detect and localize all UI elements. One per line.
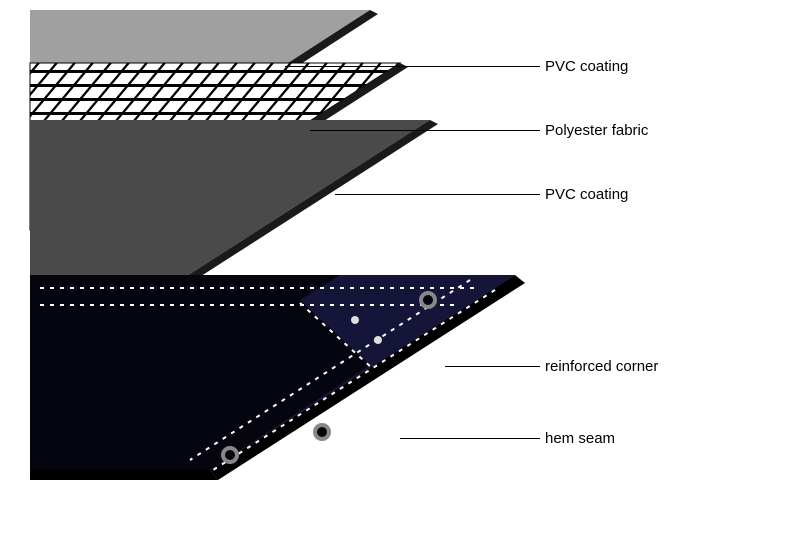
label-hem-seam: hem seam bbox=[545, 430, 615, 447]
label-polyester: Polyester fabric bbox=[545, 122, 648, 139]
leader-line bbox=[335, 194, 540, 195]
grommet-icon bbox=[419, 291, 437, 309]
label-pvc-top: PVC coating bbox=[545, 58, 628, 75]
leader-line bbox=[285, 66, 540, 67]
grommet-icon bbox=[313, 423, 331, 441]
layer-pvc-bottom bbox=[30, 120, 438, 296]
leader-line bbox=[445, 366, 540, 367]
leader-line bbox=[400, 438, 540, 439]
grommet-icon bbox=[221, 446, 239, 464]
tarp-corner bbox=[30, 275, 525, 480]
label-reinforced-corner: reinforced corner bbox=[545, 358, 658, 375]
leader-line bbox=[310, 130, 540, 131]
diagram-canvas bbox=[0, 0, 800, 533]
label-pvc-bottom: PVC coating bbox=[545, 186, 628, 203]
